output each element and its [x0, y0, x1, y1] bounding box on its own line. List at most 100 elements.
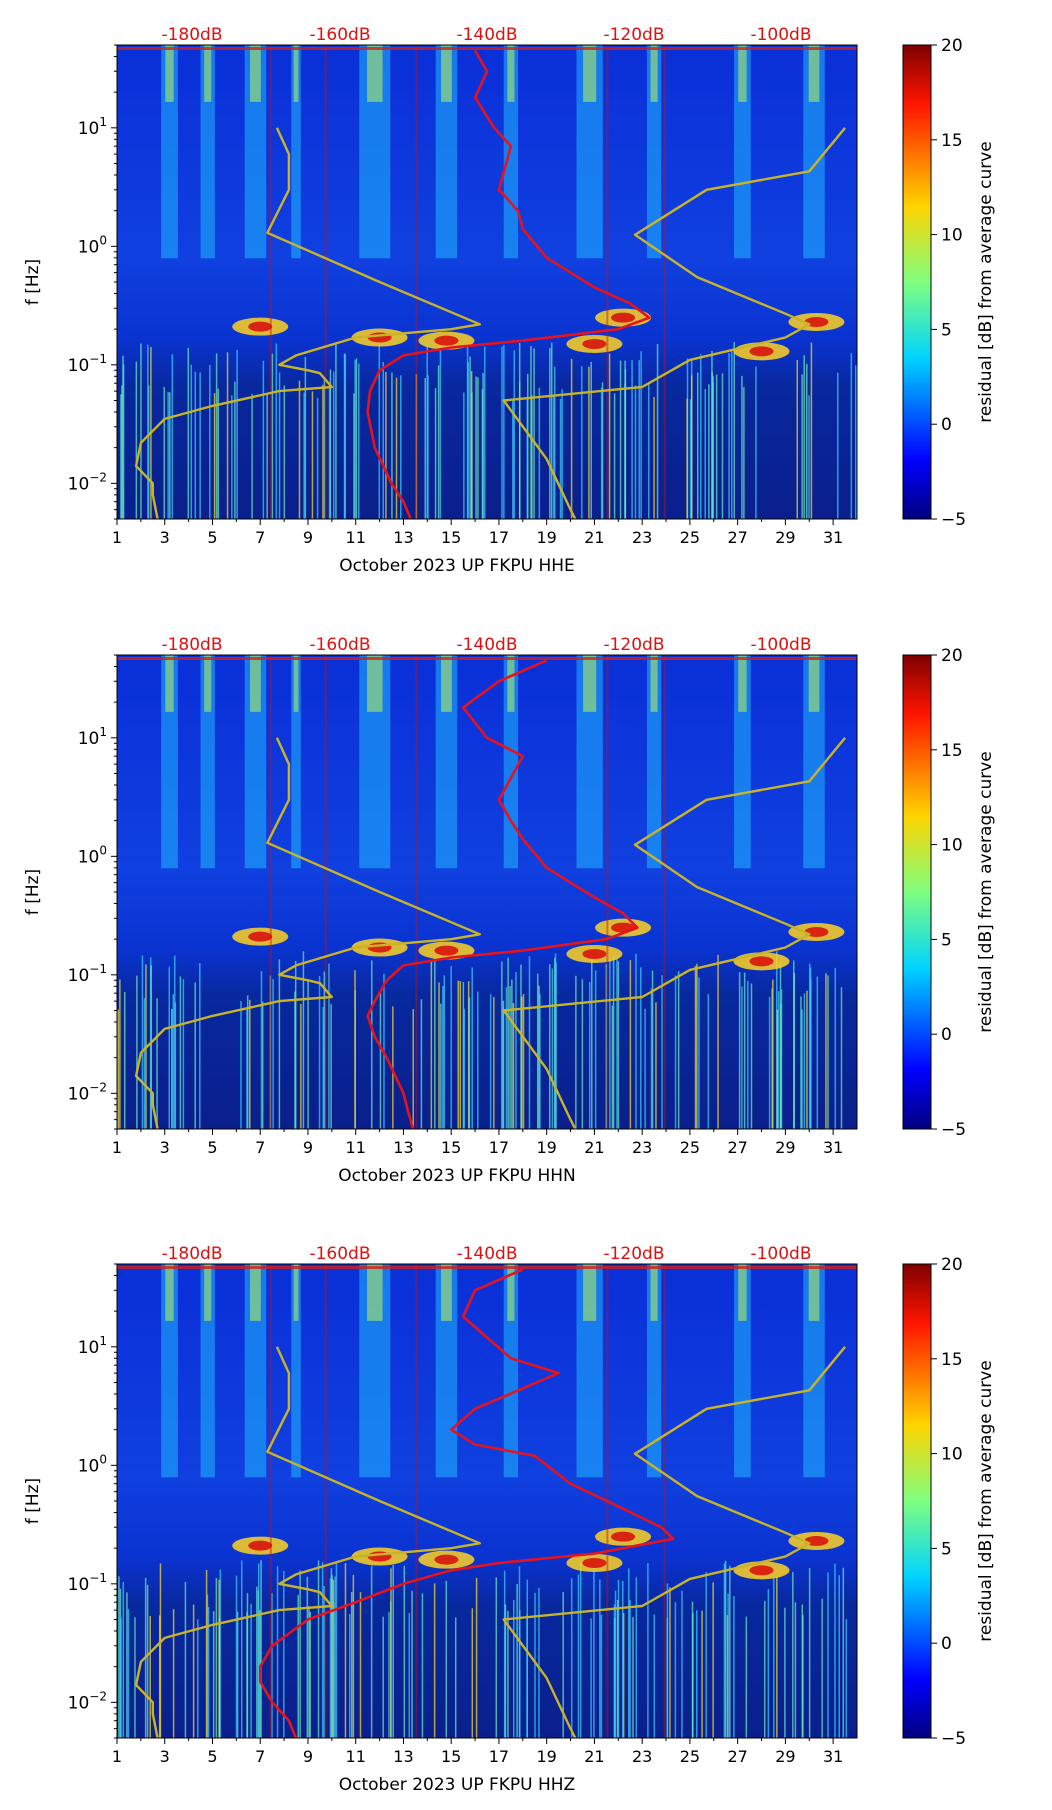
spectrogram-heatmap [117, 45, 857, 519]
heatmap-streak [617, 1579, 620, 1738]
heatmap-streak [123, 992, 126, 1129]
x-tick-label: 7 [255, 1747, 265, 1766]
db-label: -160dB [309, 25, 370, 45]
heatmap-streak [411, 1590, 413, 1738]
heatmap-streak [306, 1576, 309, 1738]
top-db-labels: -180dB -160dB -140dB -120dB -100dB [161, 1244, 811, 1264]
x-tick-label: 5 [207, 1747, 217, 1766]
x-tick-label: 25 [680, 1747, 700, 1766]
heatmap-streak [148, 385, 150, 519]
heatmap-band [507, 45, 515, 102]
x-tick-label: 13 [393, 1747, 413, 1766]
heatmap-streak [213, 393, 216, 519]
heatmap-streak [570, 1578, 573, 1738]
heatmap-streak [855, 365, 857, 519]
heatmap-streak [329, 369, 332, 519]
heatmap-spike [663, 655, 666, 1129]
heatmap-band [507, 1264, 515, 1321]
y-tick-label: 100 [78, 233, 107, 257]
x-tick-label: 3 [160, 528, 170, 547]
x-tick-label: 7 [255, 528, 265, 547]
heatmap-streak [236, 349, 238, 519]
heatmap-band [291, 45, 301, 259]
heatmap-streak [190, 364, 193, 519]
x-tick-label: 3 [160, 1747, 170, 1766]
heatmap-band [204, 655, 212, 712]
heatmap-band [441, 655, 452, 712]
heatmap-streak [304, 356, 307, 519]
heatmap-streak [322, 1006, 324, 1129]
heatmap-streak [442, 985, 444, 1129]
curves [134, 659, 847, 1130]
heatmap-streak [674, 975, 677, 1129]
heatmap-streak [513, 350, 515, 519]
heatmap-streak [240, 1560, 243, 1738]
colorbar-tick-label: 10 [941, 836, 963, 856]
heatmap-streak [507, 1610, 509, 1738]
heatmap-streak [614, 1590, 617, 1738]
spectrogram-heatmap [117, 655, 857, 1129]
heatmap-streak [512, 400, 514, 519]
x-tick-label: 19 [536, 528, 556, 547]
heatmap-streak [622, 1613, 625, 1738]
heatmap-streak [323, 378, 326, 519]
heatmap-streak [433, 1583, 436, 1738]
heatmap-streak [570, 358, 573, 519]
heatmap-streak [827, 975, 829, 1129]
heatmap-streak [140, 343, 142, 519]
colorbar-label: residual [dB] from average curve [976, 751, 996, 1032]
heatmap-streak [122, 355, 124, 519]
heatmap-streak [250, 1603, 252, 1738]
heatmap-band [367, 655, 383, 712]
heatmap-streak [392, 1006, 394, 1129]
heatmap-streak [692, 1612, 694, 1738]
heatmap-streak [655, 1002, 657, 1129]
colorbar-tick-label: 20 [941, 1255, 963, 1275]
heatmap-hotspot [749, 1565, 774, 1576]
heatmap-streak [475, 376, 477, 519]
x-tick-label: 29 [775, 1747, 795, 1766]
heatmap-streak [197, 1619, 199, 1738]
heatmap-streak [172, 994, 175, 1129]
heatmap-streak [392, 1564, 394, 1738]
heatmap-band [250, 1264, 261, 1321]
y-axis: 10−2 10−1 100 101 [68, 654, 117, 1130]
heatmap-edge [117, 657, 857, 660]
x-tick-label: 19 [536, 1138, 556, 1157]
heatmap-streak [135, 361, 138, 519]
heatmap-streak [733, 342, 735, 519]
heatmap-streak [471, 1608, 474, 1738]
heatmap-streak [412, 1009, 414, 1129]
x-tick-label: 5 [207, 528, 217, 547]
heatmap-streak [378, 343, 381, 519]
heatmap-streak [512, 1003, 515, 1129]
heatmap-hotspot [582, 338, 607, 349]
y-axis: 10−2 10−1 100 101 [68, 1263, 117, 1739]
heatmap-streak [256, 1586, 258, 1738]
heatmap-streak [763, 1600, 766, 1738]
x-tick-label: 9 [303, 1747, 313, 1766]
heatmap-streak [335, 343, 337, 519]
heatmap-streak [321, 1562, 324, 1738]
heatmap-streak [120, 1618, 122, 1738]
x-tick-label: 31 [823, 1138, 843, 1157]
heatmap-streak [427, 374, 429, 519]
heatmap-streak [462, 981, 465, 1129]
heatmap-streak [463, 392, 465, 519]
heatmap-streak [454, 1617, 457, 1738]
heatmap-streak [727, 1593, 729, 1738]
heatmap-streak [531, 395, 533, 519]
x-tick-label: 17 [489, 1138, 509, 1157]
colorbar-tick-label: 20 [941, 36, 963, 56]
db-label: -180dB [161, 635, 222, 655]
heatmap-hotspot [749, 956, 774, 967]
heatmap-hotspot [248, 931, 273, 942]
heatmap-streak [199, 372, 201, 519]
noise-model-curve [134, 737, 481, 1130]
heatmap-streak [330, 1568, 333, 1738]
heatmap-streak [278, 372, 281, 519]
heatmap-streak [122, 1582, 125, 1738]
heatmap-streak [612, 957, 615, 1129]
heatmap-streak [434, 957, 436, 1129]
